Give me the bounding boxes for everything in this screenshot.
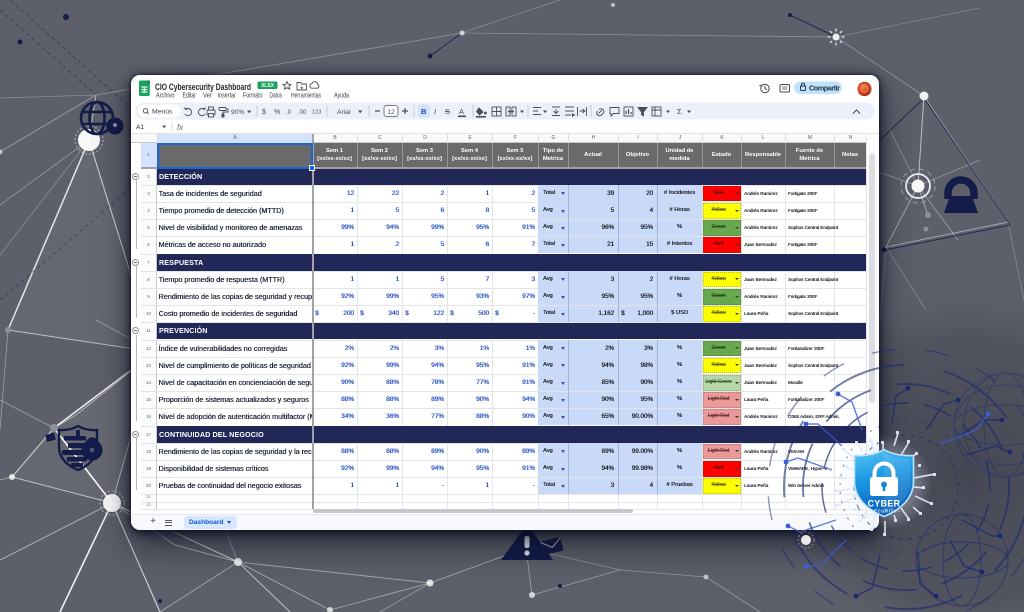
svg-text:CIO Cybersecurity Dashboard: CIO Cybersecurity Dashboard bbox=[155, 82, 251, 92]
svg-text:.00: .00 bbox=[298, 110, 307, 116]
svg-text:Formato: Formato bbox=[243, 93, 263, 100]
svg-text:Compartir: Compartir bbox=[809, 84, 840, 93]
svg-text:Editar: Editar bbox=[183, 93, 197, 100]
svg-text:Herramientas: Herramientas bbox=[291, 93, 321, 100]
svg-text:XLSX: XLSX bbox=[261, 83, 275, 89]
svg-text:fx: fx bbox=[177, 123, 184, 132]
svg-text:Arial: Arial bbox=[337, 109, 351, 116]
svg-text:Insertar: Insertar bbox=[218, 93, 237, 100]
svg-text:I: I bbox=[434, 107, 436, 116]
svg-text:CYBER: CYBER bbox=[868, 499, 901, 509]
svg-text:–SECURITY–: –SECURITY– bbox=[868, 508, 901, 513]
svg-text:B: B bbox=[421, 107, 427, 116]
svg-text:Menús: Menús bbox=[152, 109, 173, 116]
svg-text:Σ: Σ bbox=[677, 107, 682, 116]
svg-text:A1: A1 bbox=[136, 124, 144, 131]
svg-text:$: $ bbox=[262, 109, 266, 116]
svg-text:Ayuda: Ayuda bbox=[334, 93, 349, 100]
svg-text:12: 12 bbox=[387, 109, 395, 116]
svg-text:A: A bbox=[459, 107, 464, 116]
svg-text:Archivo: Archivo bbox=[156, 93, 175, 100]
svg-text:Datos: Datos bbox=[270, 93, 283, 100]
svg-text:.0: .0 bbox=[286, 110, 292, 116]
svg-text:S: S bbox=[445, 107, 450, 116]
svg-text:Ver: Ver bbox=[203, 93, 213, 100]
svg-text:%: % bbox=[274, 109, 280, 116]
svg-text:123: 123 bbox=[312, 110, 321, 116]
svg-text:90%: 90% bbox=[231, 109, 245, 116]
